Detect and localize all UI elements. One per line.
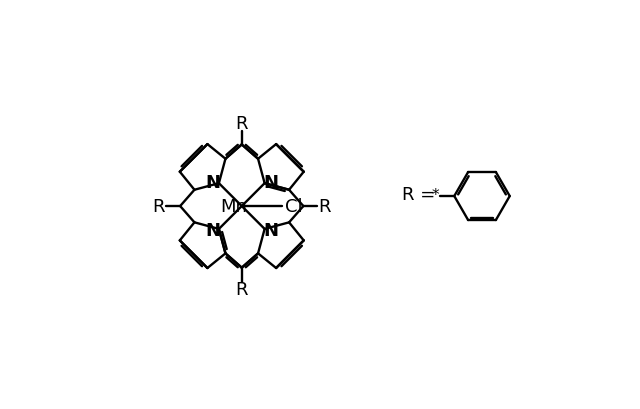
- Text: N: N: [205, 174, 221, 192]
- Text: N: N: [205, 221, 221, 239]
- Text: R: R: [236, 281, 248, 299]
- Text: R: R: [152, 198, 165, 216]
- Text: *: *: [431, 188, 439, 202]
- Text: Cl: Cl: [285, 198, 302, 216]
- Text: N: N: [263, 174, 278, 192]
- Text: Mn: Mn: [221, 198, 248, 216]
- Text: N: N: [263, 221, 278, 239]
- Text: R =: R =: [402, 185, 435, 203]
- Text: R: R: [319, 198, 331, 216]
- Text: R: R: [236, 115, 248, 133]
